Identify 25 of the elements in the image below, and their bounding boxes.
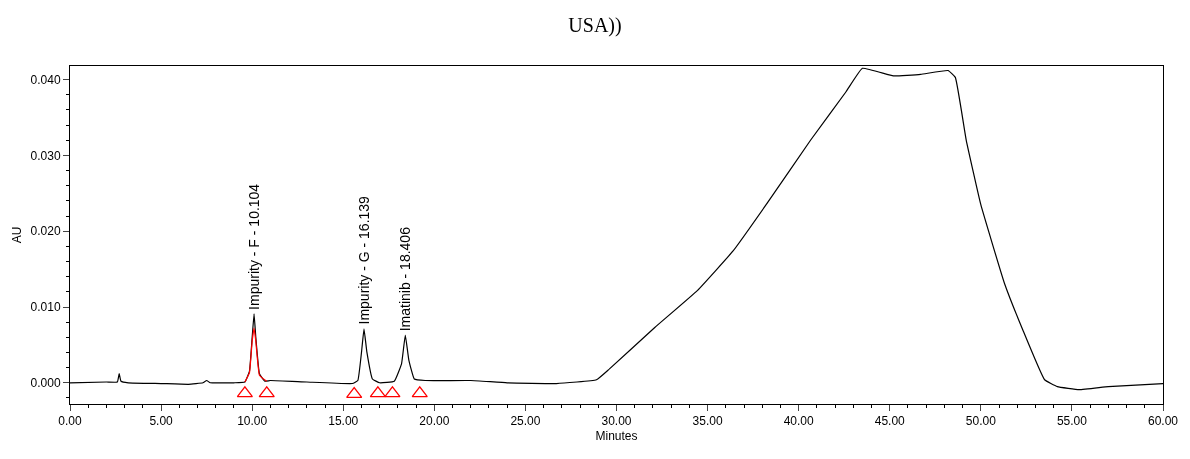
- x-axis-title: Minutes: [595, 429, 638, 444]
- annotation: Impurity - G - 16.139: [355, 195, 372, 325]
- y-tick-label: 0.020: [30, 224, 61, 239]
- annotation: Imatinib - 18.406: [397, 226, 414, 332]
- y-tick-label: 0.040: [30, 72, 61, 87]
- chart-title: USA)): [568, 14, 622, 38]
- y-tick-label: 0.030: [30, 148, 61, 163]
- x-tick-label: 45.00: [874, 414, 906, 429]
- x-tick-label: 55.00: [1056, 414, 1088, 429]
- x-tick-label: 10.00: [237, 414, 268, 429]
- y-tick-label: 0.000: [30, 375, 61, 390]
- x-tick-label: 40.00: [783, 414, 815, 429]
- x-tick-label: 15.00: [328, 414, 359, 429]
- y-tick-label: 0.010: [30, 300, 61, 315]
- x-tick-label: 25.00: [510, 414, 541, 429]
- annotation: Impurity - F - 10.104: [246, 183, 263, 310]
- x-tick-label: 5.00: [149, 414, 174, 429]
- x-tick-label: 30.00: [601, 414, 632, 429]
- y-axis-title: AU: [9, 226, 24, 244]
- x-tick-label: 35.00: [692, 414, 723, 429]
- x-tick-label: 0.00: [58, 414, 82, 429]
- line-series: [244, 327, 268, 383]
- x-tick-label: 50.00: [965, 414, 997, 429]
- x-tick-label: 60.00: [1147, 414, 1179, 429]
- x-tick-label: 20.00: [419, 414, 450, 429]
